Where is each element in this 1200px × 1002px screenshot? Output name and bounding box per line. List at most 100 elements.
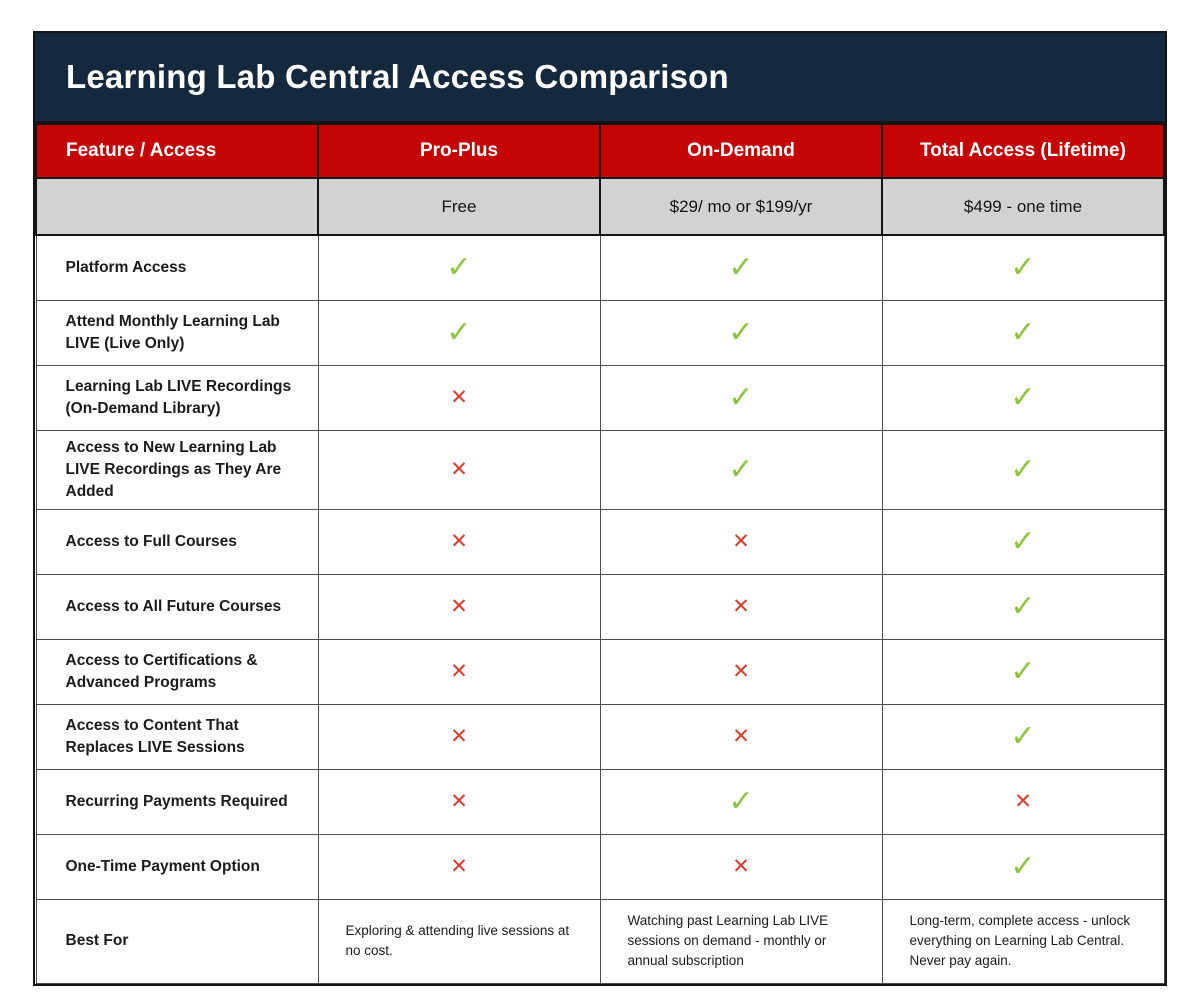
check-icon: ✓	[1010, 719, 1036, 753]
price-cell-total-access: $499 - one time	[881, 177, 1165, 236]
best-for-row: Best For Exploring & attending live sess…	[35, 898, 1165, 984]
check-icon: ✓	[728, 380, 754, 414]
check-icon: ✓	[1010, 849, 1036, 883]
mark-cell: ✕	[317, 429, 601, 510]
feature-rows: Platform Access ✓ ✓ ✓ Attend Monthly Learnin…	[35, 234, 1165, 900]
mark-cell: ✓	[317, 299, 601, 366]
table-row: Access to New Learning Lab LIVE Recordin…	[35, 429, 1165, 510]
mark-cell: ✓	[881, 833, 1165, 900]
mark-cell: ✓	[881, 573, 1165, 640]
table-row: Access to Full Courses ✕ ✕ ✓	[35, 508, 1165, 575]
mark-cell: ✓	[599, 234, 883, 301]
mark-cell: ✓	[599, 429, 883, 510]
check-icon: ✓	[728, 250, 754, 284]
mark-cell: ✕	[317, 573, 601, 640]
mark-cell: ✕	[881, 768, 1165, 835]
cross-icon: ✕	[732, 724, 750, 748]
check-icon: ✓	[1010, 380, 1036, 414]
feature-label: Recurring Payments Required	[35, 768, 319, 835]
cross-icon: ✕	[450, 529, 468, 553]
cross-icon: ✕	[732, 854, 750, 878]
cross-icon: ✕	[450, 789, 468, 813]
feature-label: Attend Monthly Learning Lab LIVE (Live O…	[35, 299, 319, 366]
cross-icon: ✕	[450, 724, 468, 748]
feature-label: Access to All Future Courses	[35, 573, 319, 640]
check-icon: ✓	[1010, 250, 1036, 284]
mark-cell: ✓	[599, 364, 883, 431]
cross-icon: ✕	[450, 385, 468, 409]
check-icon: ✓	[1010, 315, 1036, 349]
cross-icon: ✕	[732, 594, 750, 618]
table-row: Access to All Future Courses ✕ ✕ ✓	[35, 573, 1165, 640]
comparison-table: Learning Lab Central Access Comparison F…	[33, 31, 1167, 986]
title-band: Learning Lab Central Access Comparison	[35, 33, 1165, 123]
mark-cell: ✕	[599, 638, 883, 705]
feature-label: One-Time Payment Option	[35, 833, 319, 900]
feature-label: Access to Certifications & Advanced Prog…	[35, 638, 319, 705]
mark-cell: ✕	[317, 703, 601, 770]
mark-cell: ✕	[599, 833, 883, 900]
check-icon: ✓	[1010, 589, 1036, 623]
column-header-total-access: Total Access (Lifetime)	[881, 123, 1165, 179]
column-header-feature: Feature / Access	[35, 123, 319, 179]
best-for-label: Best For	[35, 898, 319, 984]
check-icon: ✓	[1010, 452, 1036, 486]
column-header-pro-plus: Pro-Plus	[317, 123, 601, 179]
feature-label: Access to New Learning Lab LIVE Recordin…	[35, 429, 319, 510]
cross-icon: ✕	[450, 594, 468, 618]
mark-cell: ✕	[317, 768, 601, 835]
feature-label: Platform Access	[35, 234, 319, 301]
mark-cell: ✓	[317, 234, 601, 301]
best-for-total-access: Long-term, complete access - unlock ever…	[881, 898, 1165, 984]
price-cell-pro-plus: Free	[317, 177, 601, 236]
mark-cell: ✕	[599, 703, 883, 770]
mark-cell: ✓	[881, 429, 1165, 510]
check-icon: ✓	[1010, 524, 1036, 558]
table-row: Access to Certifications & Advanced Prog…	[35, 638, 1165, 705]
mark-cell: ✓	[881, 299, 1165, 366]
mark-cell: ✕	[317, 833, 601, 900]
table-row: Access to Content That Replaces LIVE Ses…	[35, 703, 1165, 770]
cross-icon: ✕	[450, 854, 468, 878]
cross-icon: ✕	[450, 457, 468, 481]
check-icon: ✓	[728, 315, 754, 349]
cross-icon: ✕	[1014, 789, 1032, 813]
feature-label: Access to Content That Replaces LIVE Ses…	[35, 703, 319, 770]
table-row: One-Time Payment Option ✕ ✕ ✓	[35, 833, 1165, 900]
check-icon: ✓	[728, 784, 754, 818]
access-comparison-grid: Feature / Access Pro-Plus On-Demand Tota…	[35, 123, 1165, 984]
check-icon: ✓	[446, 315, 472, 349]
mark-cell: ✕	[317, 638, 601, 705]
pricing-row: Free $29/ mo or $199/yr $499 - one time	[35, 177, 1165, 236]
mark-cell: ✓	[881, 508, 1165, 575]
check-icon: ✓	[1010, 654, 1036, 688]
page-title: Learning Lab Central Access Comparison	[66, 58, 729, 95]
cross-icon: ✕	[732, 659, 750, 683]
feature-label: Access to Full Courses	[35, 508, 319, 575]
price-cell-empty	[35, 177, 319, 236]
check-icon: ✓	[728, 452, 754, 486]
mark-cell: ✓	[599, 768, 883, 835]
table-row: Learning Lab LIVE Recordings (On-Demand …	[35, 364, 1165, 431]
table-row: Attend Monthly Learning Lab LIVE (Live O…	[35, 299, 1165, 366]
mark-cell: ✕	[599, 508, 883, 575]
column-header-on-demand: On-Demand	[599, 123, 883, 179]
mark-cell: ✓	[881, 364, 1165, 431]
table-row: Platform Access ✓ ✓ ✓	[35, 234, 1165, 301]
plan-header-row: Feature / Access Pro-Plus On-Demand Tota…	[35, 123, 1165, 179]
best-for-pro-plus: Exploring & attending live sessions at n…	[317, 898, 601, 984]
table-row: Recurring Payments Required ✕ ✓ ✕	[35, 768, 1165, 835]
best-for-on-demand: Watching past Learning Lab LIVE sessions…	[599, 898, 883, 984]
price-cell-on-demand: $29/ mo or $199/yr	[599, 177, 883, 236]
cross-icon: ✕	[450, 659, 468, 683]
cross-icon: ✕	[732, 529, 750, 553]
mark-cell: ✓	[599, 299, 883, 366]
mark-cell: ✓	[881, 703, 1165, 770]
check-icon: ✓	[446, 250, 472, 284]
mark-cell: ✕	[599, 573, 883, 640]
feature-label: Learning Lab LIVE Recordings (On-Demand …	[35, 364, 319, 431]
mark-cell: ✓	[881, 638, 1165, 705]
mark-cell: ✕	[317, 508, 601, 575]
mark-cell: ✕	[317, 364, 601, 431]
